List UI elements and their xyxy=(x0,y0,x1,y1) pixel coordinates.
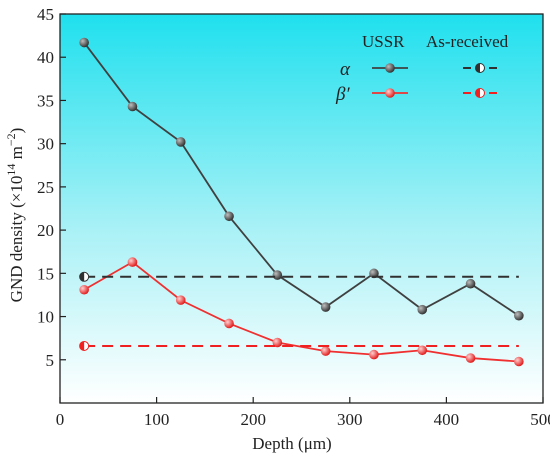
y-tick-label: 20 xyxy=(37,221,54,240)
data-point xyxy=(272,270,283,280)
data-point xyxy=(272,337,283,348)
data-point-half xyxy=(79,341,85,351)
data-point xyxy=(369,349,379,360)
y-tick-label: 5 xyxy=(46,351,55,370)
data-point-half xyxy=(79,272,85,282)
data-point xyxy=(417,345,428,356)
data-point xyxy=(175,137,186,147)
legend-ussr-beta-prime-marker xyxy=(385,88,395,98)
x-tick-label: 500 xyxy=(530,410,550,429)
data-point xyxy=(224,211,234,222)
data-point xyxy=(320,346,331,356)
x-tick-label: 200 xyxy=(240,410,266,429)
legend-label-alpha: α xyxy=(340,59,351,80)
y-tick-label: 40 xyxy=(37,48,54,67)
data-point xyxy=(175,295,186,305)
data-point xyxy=(127,257,138,267)
series-as-received-alpha xyxy=(79,271,519,282)
x-tick-label: 0 xyxy=(56,410,65,429)
data-point xyxy=(369,268,379,279)
legend-header-ussr: USSR xyxy=(362,32,405,51)
data-point xyxy=(320,302,331,312)
legend-label-beta-prime: β′ xyxy=(335,84,350,105)
y-tick-label: 10 xyxy=(37,308,54,327)
legend-as-received-alpha-marker-half xyxy=(475,63,480,73)
legend-header-as-received: As-received xyxy=(426,32,509,51)
x-tick-label: 400 xyxy=(434,410,460,429)
data-point xyxy=(127,101,138,112)
legend-as-received-beta-prime-marker-half xyxy=(475,88,480,98)
series-ussr-alpha xyxy=(79,37,524,321)
plot-background xyxy=(60,14,543,403)
y-tick-label: 35 xyxy=(37,91,54,110)
data-point xyxy=(465,353,476,363)
legend: USSR As-received α β′ xyxy=(335,32,509,105)
legend-ussr-alpha-marker xyxy=(385,63,395,73)
series-line xyxy=(83,41,520,317)
series-as-received-beta-prime xyxy=(79,340,519,351)
data-point xyxy=(224,318,234,329)
data-point xyxy=(417,304,428,315)
y-tick-label: 45 xyxy=(37,5,54,24)
data-point xyxy=(79,284,89,295)
y-axis-title: GND density (×1014 m−2) xyxy=(4,128,26,303)
y-tick-label: 15 xyxy=(37,264,54,283)
series-layer xyxy=(79,37,524,367)
y-tick-label: 30 xyxy=(37,135,54,154)
x-tick-label: 100 xyxy=(144,410,170,429)
x-tick-label: 300 xyxy=(337,410,363,429)
x-axis-title: Depth (μm) xyxy=(252,434,331,453)
data-point xyxy=(514,356,524,367)
axis-ticks: 0 100 200 300 400 500 5 10 15 20 25 30 35 40 45 xyxy=(37,5,550,429)
data-point xyxy=(514,310,524,321)
data-point xyxy=(79,37,89,48)
y-tick-label: 25 xyxy=(37,178,54,197)
data-point xyxy=(465,278,476,289)
plot-frame xyxy=(59,13,544,404)
